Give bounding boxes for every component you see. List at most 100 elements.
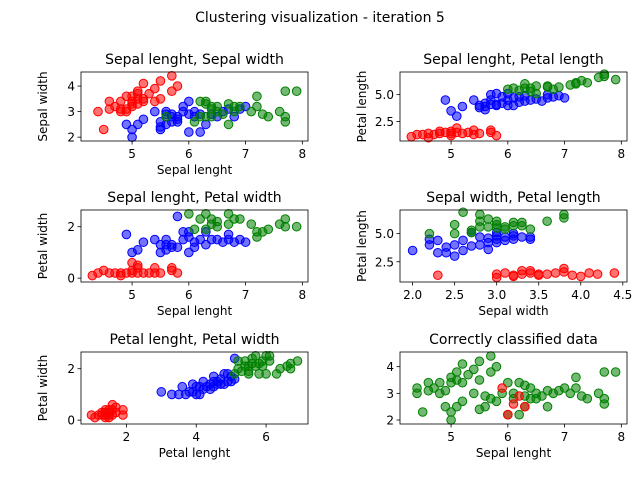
x-tick-label: 4.0 <box>571 288 590 302</box>
data-point-blue <box>517 232 527 242</box>
data-point-green <box>514 409 524 420</box>
y-tick-label: 0 <box>67 414 75 428</box>
panel-title-sepal-lenght-petal-width: Sepal lenght, Petal width <box>107 190 281 206</box>
data-point-red <box>491 272 502 283</box>
data-point-red <box>497 383 507 393</box>
data-point-red <box>155 268 166 278</box>
data-point-blue <box>194 389 205 400</box>
data-point-green <box>475 209 485 220</box>
data-point-red <box>500 268 510 278</box>
data-point-green <box>571 383 581 393</box>
data-point-blue <box>184 96 194 107</box>
data-point-green <box>483 214 494 224</box>
data-point-blue <box>223 229 234 240</box>
panel-title-sepal-lenght-sepal-width: Sepal lenght, Sepal width <box>105 52 284 68</box>
data-point-blue <box>161 245 171 255</box>
data-point-blue <box>132 245 143 255</box>
data-point-red <box>121 91 132 102</box>
y-tick-label: 2.5 <box>375 255 394 269</box>
data-point-red <box>520 401 530 412</box>
x-tick-label: 4 <box>192 430 200 444</box>
data-point-red <box>592 269 603 279</box>
data-point-red <box>118 405 128 415</box>
y-tick-label: 2.5 <box>375 115 394 129</box>
y-tick-label: 3 <box>386 387 394 401</box>
x-tick-label: 5 <box>128 147 136 161</box>
scatter-panel-1: 5 6 7 8 2 3 4 Sepal lenght, Sepal width Sepal le… <box>36 52 309 177</box>
scatter-panel-2: 5 6 7 8 2.5 5.0 Sepal lenght, Petal length Peta… <box>355 52 628 161</box>
data-point-blue <box>121 229 132 240</box>
data-point-green <box>451 367 462 377</box>
data-point-green <box>246 219 257 229</box>
panel-title-correctly-classified-data: Correctly classified data <box>429 332 598 348</box>
data-point-red <box>474 128 485 139</box>
data-point-green <box>503 84 513 95</box>
data-point-blue <box>486 89 496 100</box>
x-axis-label: Sepal width <box>478 304 548 318</box>
data-point-blue <box>508 228 519 239</box>
data-point-blue <box>483 233 494 243</box>
data-point-green <box>292 356 303 366</box>
plot-frame <box>399 71 628 142</box>
x-tick-label: 8 <box>299 147 307 161</box>
data-point-green <box>542 216 552 227</box>
data-point-red <box>533 270 544 281</box>
x-tick-label: 5 <box>447 147 455 161</box>
data-point-green <box>280 86 291 96</box>
data-point-green <box>257 361 268 371</box>
data-point-green <box>468 388 479 399</box>
data-point-red <box>446 130 456 141</box>
data-point-green <box>218 109 228 119</box>
y-tick-label: 4 <box>386 360 394 374</box>
plot-frame <box>80 209 309 283</box>
data-point-red <box>155 76 166 86</box>
data-point-blue <box>466 241 477 251</box>
data-point-green <box>457 359 468 369</box>
data-point-green <box>474 356 485 367</box>
data-point-green <box>466 225 477 236</box>
data-point-red <box>433 270 443 281</box>
y-axis-label: Petal length <box>355 210 369 282</box>
data-point-blue <box>172 211 183 222</box>
data-point-green <box>559 209 569 220</box>
data-point-green <box>261 369 271 379</box>
x-tick-label: 7 <box>561 147 569 161</box>
data-point-green <box>610 74 621 85</box>
data-point-green <box>161 111 171 122</box>
data-point-green <box>263 224 274 235</box>
data-point-green <box>610 367 621 377</box>
data-point-red <box>508 271 519 282</box>
data-point-red <box>491 130 502 141</box>
x-tick-label: 8 <box>299 288 307 302</box>
data-point-green <box>599 367 610 377</box>
data-point-blue <box>184 127 194 137</box>
plot-frame <box>399 209 628 283</box>
data-point-green <box>480 401 490 412</box>
data-point-green <box>449 219 460 230</box>
data-point-green <box>582 393 593 404</box>
data-point-green <box>491 361 502 372</box>
data-point-red <box>138 78 149 89</box>
data-point-blue <box>440 95 451 105</box>
data-point-blue <box>457 101 468 112</box>
x-tick-label: 5 <box>447 430 455 444</box>
data-point-green <box>252 101 262 112</box>
scatter-panel-6: 5 6 7 8 2 3 4 Correctly classified data Sepal le… <box>386 332 628 460</box>
data-point-green <box>412 383 422 393</box>
data-point-blue <box>441 247 452 258</box>
x-tick-label: 6 <box>504 430 512 444</box>
data-point-red <box>609 268 620 278</box>
data-point-green <box>189 224 200 235</box>
plot-frame <box>399 351 628 425</box>
y-axis-label: Petal length <box>355 71 369 143</box>
data-point-green <box>280 221 291 232</box>
data-point-green <box>252 91 262 102</box>
y-tick-label: 2 <box>67 362 75 376</box>
data-point-green <box>491 396 502 407</box>
data-point-green <box>250 351 261 361</box>
data-point-green <box>449 228 460 239</box>
data-point-green <box>525 224 536 234</box>
x-tick-label: 3.5 <box>529 288 548 302</box>
y-tick-label: 5.0 <box>375 227 394 241</box>
data-point-red <box>508 399 519 409</box>
